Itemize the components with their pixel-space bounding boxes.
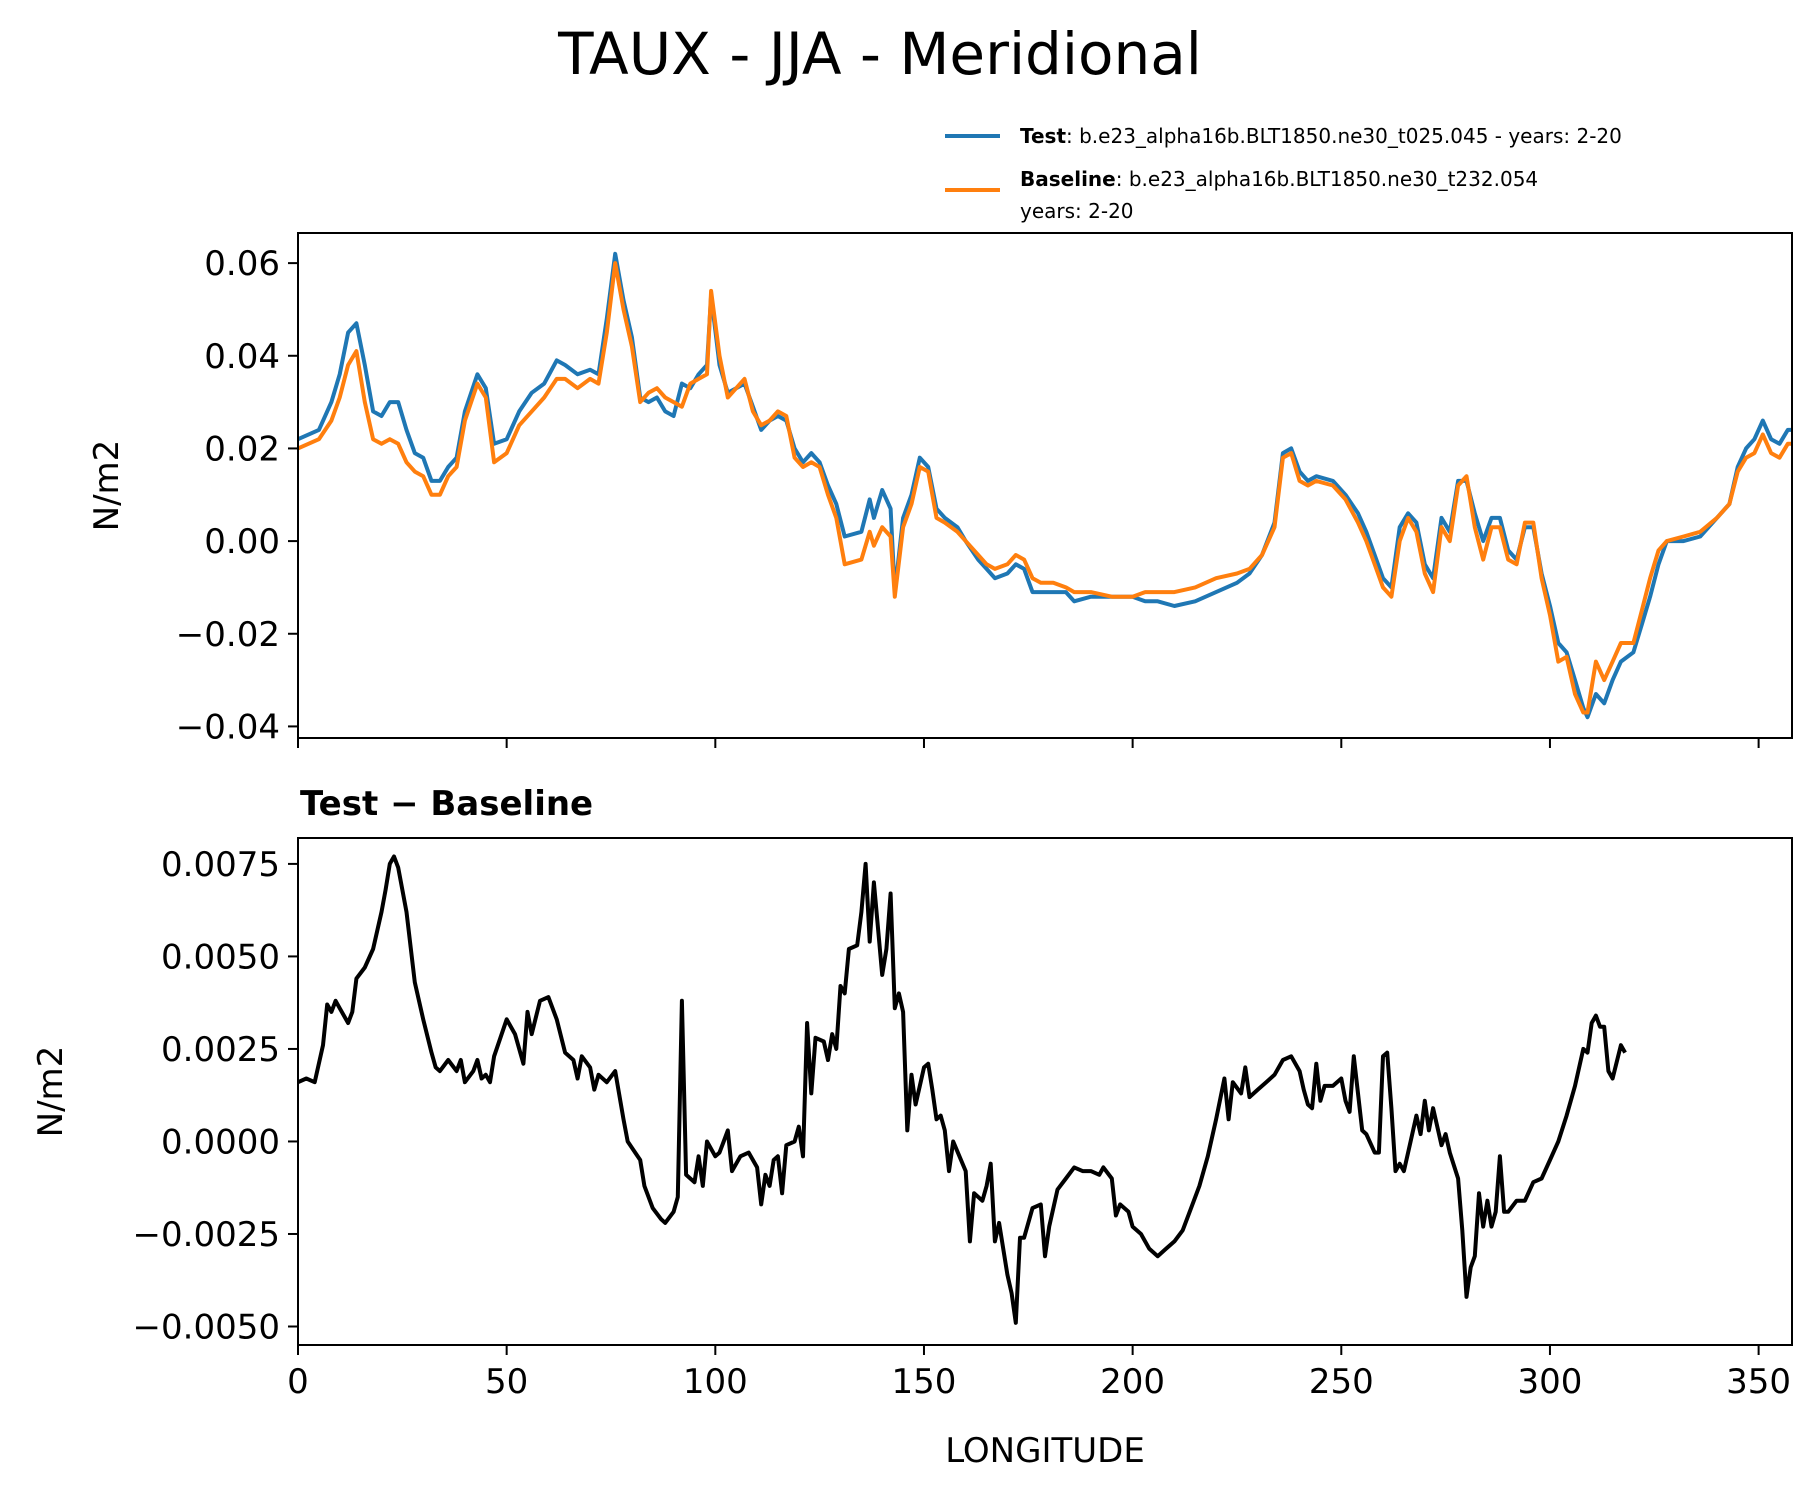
top-y-tick-label: 0.02 <box>204 429 280 469</box>
x-tick-label: 50 <box>485 1362 528 1402</box>
x-tick-label: 250 <box>1309 1362 1374 1402</box>
bottom-series <box>297 854 1627 1325</box>
x-tick-label: 200 <box>1100 1362 1165 1402</box>
top-y-tick-label: −0.02 <box>176 615 280 655</box>
top-series-line-test <box>297 251 1792 720</box>
x-tick-label: 300 <box>1518 1362 1583 1402</box>
x-tick-label: 150 <box>892 1362 957 1402</box>
x-axis-label: LONGITUDE <box>945 1431 1145 1471</box>
legend: Test: b.e23_alpha16b.BLT1850.ne30_t025.0… <box>945 124 1622 223</box>
x-tick-label: 0 <box>287 1362 309 1402</box>
top-series <box>297 251 1792 720</box>
bottom-plot-frame <box>297 837 1793 1346</box>
top-y-tick-label: 0.06 <box>204 244 280 284</box>
bottom-x-ticks: 0 50 100 150 200 250 300 350 <box>287 1345 1791 1402</box>
bottom-y-axis-label: N/m2 <box>31 1046 71 1138</box>
top-x-ticks <box>297 738 1760 748</box>
top-panel: −0.04 −0.02 0.00 0.02 0.04 0.06 N/m2 <box>87 232 1793 748</box>
legend-baseline-name: Baseline <box>1020 167 1116 191</box>
legend-entry-test: Test: b.e23_alpha16b.BLT1850.ne30_t025.0… <box>1020 124 1622 148</box>
bottom-panel-title: Test − Baseline <box>300 784 593 824</box>
x-tick-label: 100 <box>683 1362 748 1402</box>
bottom-panel: Test − Baseline −0.0050 −0.0025 0.0000 0.00… <box>31 784 1793 1471</box>
top-plot-frame <box>297 232 1793 739</box>
x-tick-label: 350 <box>1726 1362 1791 1402</box>
top-series-line-baseline <box>297 261 1792 715</box>
bottom-series-line-difference <box>297 854 1627 1325</box>
legend-test-text: : b.e23_alpha16b.BLT1850.ne30_t025.045 -… <box>1066 124 1622 148</box>
bottom-y-tick-label: 0.0075 <box>161 845 280 885</box>
top-y-ticks: −0.04 −0.02 0.00 0.02 0.04 0.06 <box>176 244 298 747</box>
legend-entry-baseline: Baseline: b.e23_alpha16b.BLT1850.ne30_t2… <box>1020 167 1538 191</box>
bottom-y-tick-label: 0.0000 <box>161 1122 280 1162</box>
bottom-y-tick-label: 0.0025 <box>161 1030 280 1070</box>
legend-baseline-text2: years: 2-20 <box>1020 199 1134 223</box>
chart-title: TAUX - JJA - Meridional <box>557 20 1202 88</box>
legend-test-name: Test <box>1020 124 1066 148</box>
bottom-y-tick-label: −0.0025 <box>133 1215 280 1255</box>
top-y-axis-label: N/m2 <box>87 440 127 532</box>
top-y-tick-label: 0.00 <box>204 522 280 562</box>
bottom-y-tick-label: −0.0050 <box>133 1307 280 1347</box>
top-y-tick-label: 0.04 <box>204 337 280 377</box>
bottom-y-ticks: −0.0050 −0.0025 0.0000 0.0025 0.0050 0.0075 <box>133 845 298 1347</box>
legend-baseline-text: : b.e23_alpha16b.BLT1850.ne30_t232.054 <box>1116 167 1538 191</box>
bottom-y-tick-label: 0.0050 <box>161 937 280 977</box>
top-y-tick-label: −0.04 <box>176 707 280 747</box>
